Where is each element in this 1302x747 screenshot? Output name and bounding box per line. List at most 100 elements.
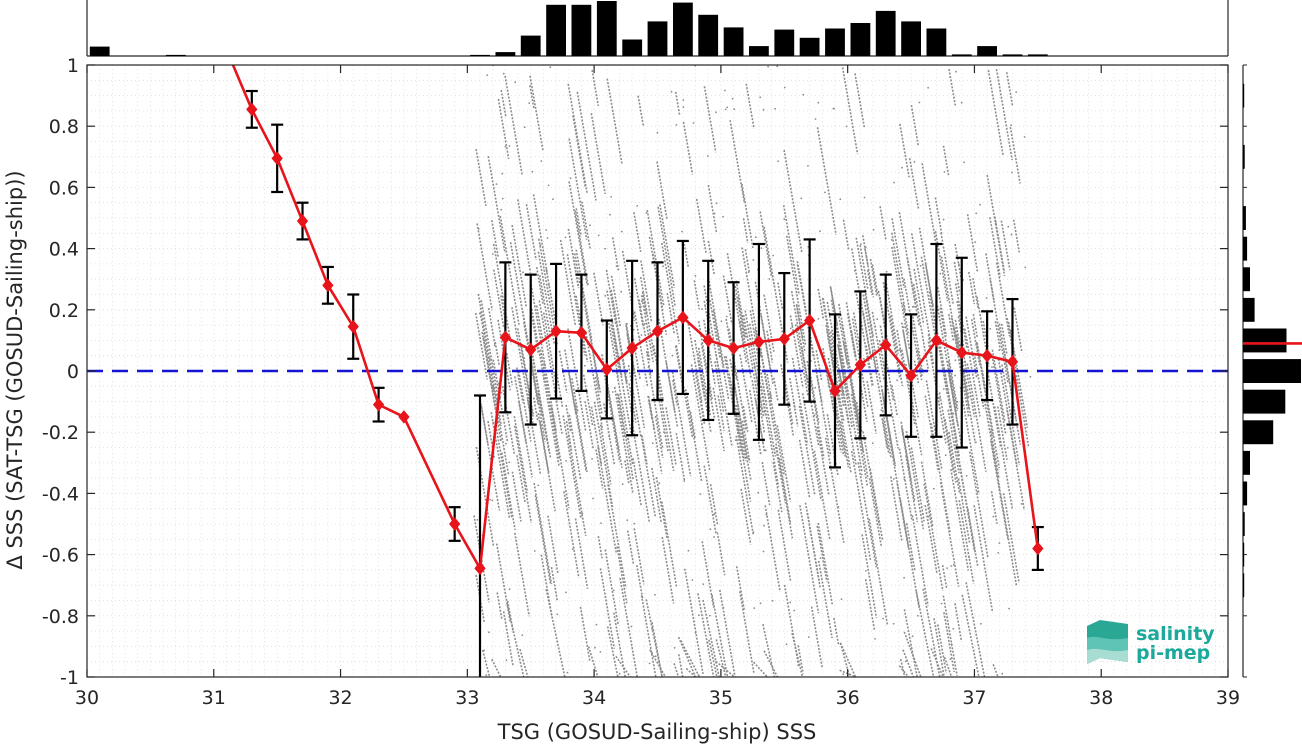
scatter-point [759,602,762,605]
scatter-streak [525,204,537,261]
scatter-point [612,589,615,592]
right-hist-bar [1243,573,1245,598]
top-hist-bar [723,27,744,56]
scatter-point [687,549,690,552]
scatter-streak [534,495,552,585]
scatter-point [500,208,503,211]
scatter-point [952,412,955,415]
x-tick-label: 33 [455,687,479,709]
scatter-streak [869,258,878,296]
top-hist-bar [546,4,566,57]
scatter-streak [891,218,905,289]
x-tick-label: 30 [75,687,99,709]
scatter-streak [791,357,809,445]
scatter-point [903,576,905,579]
scatter-streak [565,404,572,433]
scatter-streak [504,75,523,175]
top-hist-bar [850,23,871,56]
scatter-point [489,498,491,501]
scatter-point [501,172,504,175]
scatter-streak [941,564,948,589]
right-hist-bar [1243,512,1245,536]
scatter-streak [735,566,746,612]
scatter-point [495,183,498,186]
scatter-streak [735,280,747,338]
scatter-streak [741,183,754,249]
scatter-point [639,305,642,308]
scatter-streak [968,451,989,558]
scatter-streak [920,256,937,338]
scatter-point [539,244,542,247]
scatter-streak [473,515,490,603]
scatter-point [500,391,503,394]
top-hist-bar [622,39,643,56]
scatter-streak [684,389,703,482]
scatter-point [692,122,695,124]
scatter-streak [580,285,601,390]
scatter-streak [898,448,913,520]
scatter-point [976,491,979,493]
scatter-streak [532,194,549,275]
scatter-streak [575,249,593,341]
scatter-streak [990,440,1009,539]
scatter-point [552,198,554,201]
scatter-streak [968,271,976,305]
scatter-streak [744,249,750,272]
scatter-streak [799,505,820,614]
scatter-streak [973,505,994,613]
scatter-streak [543,363,557,432]
scatter-streak [891,232,907,313]
scatter-streak [862,294,878,371]
scatter-point [1010,124,1012,126]
x-tick-label: 38 [1089,687,1113,709]
scatter-streak [563,491,580,578]
scatter-point [694,631,697,634]
right-hist-bar [1243,267,1250,292]
scatter-streak [742,314,760,406]
scatter-point [837,505,840,508]
scatter-point [504,145,507,148]
scatter-point [752,531,755,534]
scatter-streak [640,260,653,323]
scatter-streak [722,275,733,325]
scatter-point [1024,266,1027,269]
x-tick-label: 39 [1216,687,1240,709]
scatter-streak [772,462,783,513]
scatter-point [757,491,760,494]
scatter-streak [905,430,925,530]
scatter-point [793,609,796,612]
scatter-point [940,602,943,605]
scatter-streak [559,239,577,326]
scatter-point [521,634,524,636]
scatter-point [968,556,970,559]
scatter-streak [905,363,923,456]
scatter-streak [927,341,947,444]
scatter-streak [494,341,500,366]
scatter-streak [624,460,630,484]
scatter-streak [835,324,848,390]
y-tick-label: 0.4 [49,239,79,261]
right-hist-bar [1243,359,1301,383]
scatter-point [791,324,794,327]
top-hist-bar [698,14,719,57]
scatter-point [860,473,863,476]
scatter-point [949,658,952,661]
scatter-point [980,622,982,625]
scatter-streak [908,158,920,210]
scatter-streak [539,349,561,460]
scatter-point [764,449,767,452]
scatter-streak [487,156,506,254]
scatter-point [958,263,960,266]
scatter-streak [871,351,892,459]
scatter-point [1007,225,1010,228]
scatter-streak [697,321,714,401]
scatter-streak [777,509,792,581]
right-hist-bar [1243,328,1287,353]
scatter-streak [591,69,600,107]
scatter-streak [682,121,694,175]
scatter-point [765,513,768,516]
scatter-streak [766,330,774,363]
x-tick-label: 34 [582,687,606,709]
scatter-point [556,613,559,616]
scatter-streak [862,235,869,266]
